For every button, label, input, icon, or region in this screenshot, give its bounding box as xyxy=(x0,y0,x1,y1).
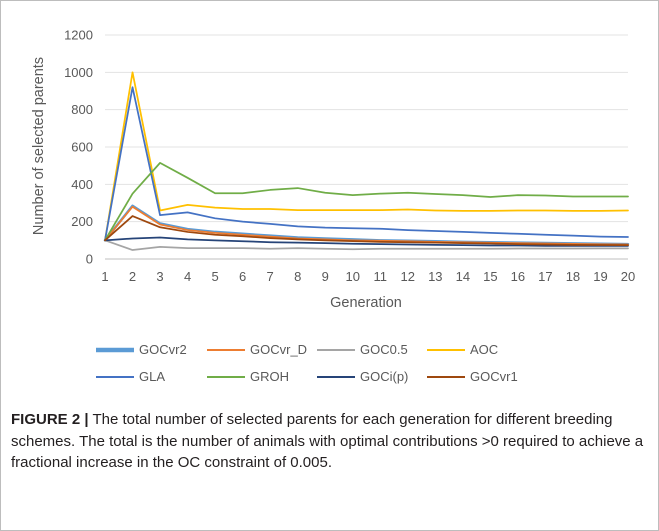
legend-label: GOCvr1 xyxy=(470,369,518,384)
legend-item: AOC xyxy=(427,342,498,357)
series-lines xyxy=(103,71,630,251)
legend-item: GOC0.5 xyxy=(317,342,408,357)
legend-item: GLA xyxy=(96,369,165,384)
x-tick-label: 3 xyxy=(156,269,163,284)
legend-label: AOC xyxy=(470,342,498,357)
y-tick-label: 400 xyxy=(71,177,93,192)
y-tick-label: 600 xyxy=(71,140,93,155)
legend-label: GOCvr_D xyxy=(250,342,307,357)
x-tick-label: 12 xyxy=(401,269,415,284)
x-tick-label: 16 xyxy=(511,269,525,284)
x-tick-label: 2 xyxy=(129,269,136,284)
legend-label: GROH xyxy=(250,369,289,384)
x-tick-label: 7 xyxy=(267,269,274,284)
gridlines xyxy=(105,34,628,260)
legend-label: GOCvr2 xyxy=(139,342,187,357)
series-line-aoc xyxy=(104,71,629,242)
x-tick-label: 19 xyxy=(593,269,607,284)
series-line-goc0-5 xyxy=(104,239,629,251)
legend-item: GROH xyxy=(207,369,289,384)
y-axis-title: Number of selected parents xyxy=(31,57,47,235)
x-tick-label: 5 xyxy=(211,269,218,284)
legend-label: GLA xyxy=(139,369,165,384)
x-tick-label: 18 xyxy=(566,269,580,284)
x-tick-label: 1 xyxy=(101,269,108,284)
x-tick-label: 8 xyxy=(294,269,301,284)
figure-label: FIGURE 2 | xyxy=(11,411,89,428)
x-tick-label: 14 xyxy=(456,269,470,284)
figure-caption: FIGURE 2 | The total number of selected … xyxy=(11,409,649,474)
x-tick-label: 13 xyxy=(428,269,442,284)
x-tick-label: 17 xyxy=(538,269,552,284)
y-tick-label: 0 xyxy=(86,252,93,267)
x-tick-label: 15 xyxy=(483,269,497,284)
legend-item: GOCvr1 xyxy=(427,369,518,384)
series-line-gla xyxy=(104,86,629,242)
x-tick-label: 20 xyxy=(621,269,635,284)
x-tick-label: 6 xyxy=(239,269,246,284)
x-tick-label: 4 xyxy=(184,269,191,284)
x-axis-title: Generation xyxy=(330,295,402,311)
y-tick-label: 800 xyxy=(71,102,93,117)
y-tick-label: 1200 xyxy=(64,28,93,43)
legend-item: GOCi(p) xyxy=(317,369,408,384)
legend: GOCvr2 GOCvr_D GOC0.5 AOC GLA GROH GOCi(p) GOCv… xyxy=(96,342,518,384)
x-tick-label: 9 xyxy=(322,269,329,284)
legend-item: GOCvr_D xyxy=(207,342,307,357)
series-line-gocvr1 xyxy=(104,215,629,247)
series-line-gocvr-d xyxy=(104,205,629,246)
caption-text: The total number of selected parents for… xyxy=(11,411,644,471)
legend-label: GOCi(p) xyxy=(360,369,408,384)
series-line-goci-p xyxy=(104,236,629,247)
x-tick-label: 11 xyxy=(374,269,388,284)
series-line-groh xyxy=(104,161,629,242)
x-tick-label: 10 xyxy=(346,269,360,284)
legend-label: GOC0.5 xyxy=(360,342,408,357)
legend-item: GOCvr2 xyxy=(96,342,187,357)
y-tick-label: 1000 xyxy=(64,65,93,80)
y-tick-label: 200 xyxy=(71,214,93,229)
